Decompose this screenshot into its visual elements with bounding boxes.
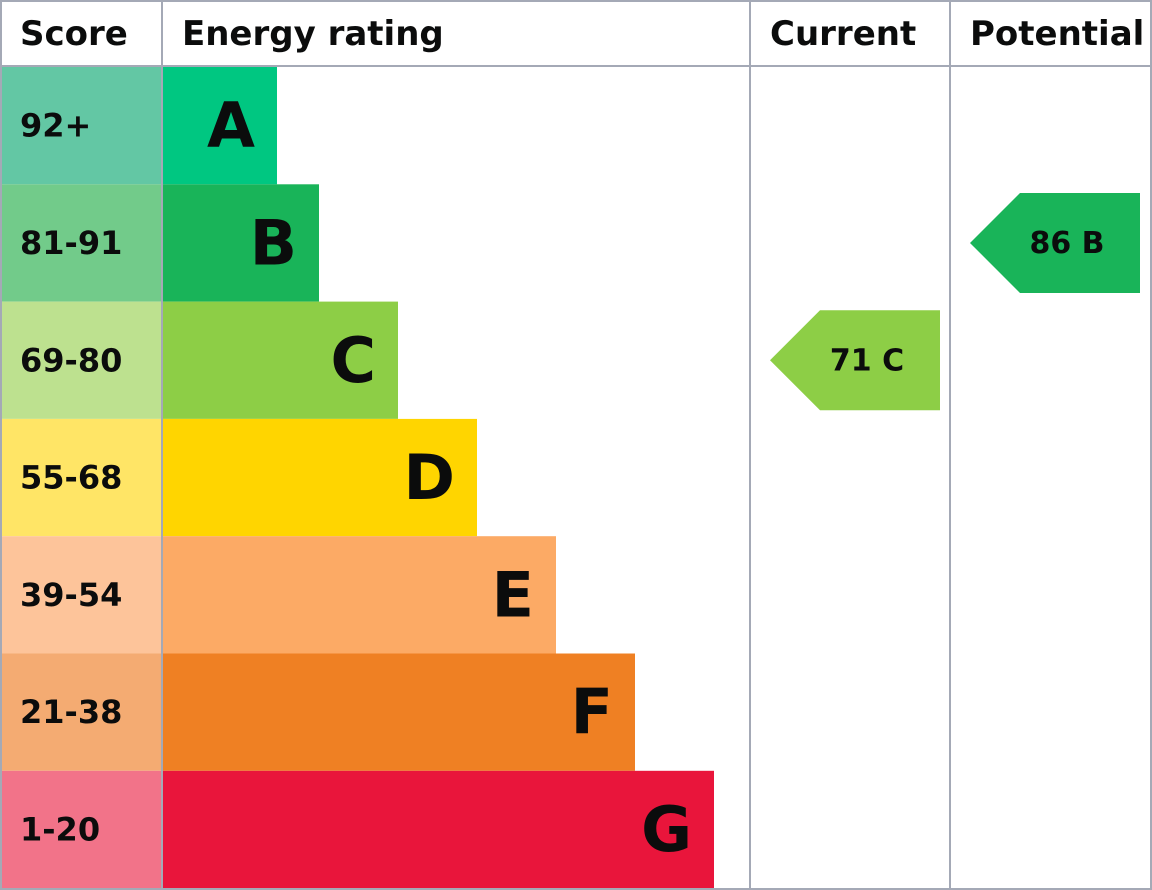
rating-bar (162, 301, 398, 419)
score-label: 55-68 (20, 459, 122, 497)
score-cell (1, 536, 162, 654)
arrow-value: 86 (1029, 225, 1071, 260)
arrow-label: 71 C (830, 343, 904, 378)
arrow-shape (770, 310, 940, 411)
score-cell (1, 418, 162, 537)
score-label: 81-91 (20, 224, 122, 262)
arrow-label: 86 B (1029, 225, 1104, 260)
rating-letter: E (492, 558, 534, 631)
arrow-letter: C (882, 343, 904, 378)
rating-letter: G (641, 793, 692, 866)
header-score: Score (20, 14, 128, 54)
rating-letter: F (571, 676, 613, 749)
score-cell (1, 184, 162, 302)
rating-bar (162, 184, 319, 302)
rating-bar (162, 653, 635, 771)
score-cell (1, 770, 162, 889)
rating-bar (162, 418, 477, 537)
score-cell (1, 653, 162, 771)
score-cell (1, 301, 162, 419)
rating-letter: A (207, 89, 255, 162)
potential-arrow: 86 B (970, 192, 1140, 293)
rating-letter: C (330, 324, 376, 397)
score-label: 92+ (20, 107, 91, 145)
score-label: 69-80 (20, 341, 122, 379)
current-arrow: 71 C (770, 310, 940, 411)
rating-letter: B (250, 206, 297, 279)
header-rating: Energy rating (182, 14, 444, 54)
score-label: 1-20 (20, 810, 100, 848)
score-cell (1, 67, 162, 185)
score-label: 39-54 (20, 576, 122, 614)
arrow-shape (970, 192, 1140, 293)
arrow-value: 71 (830, 343, 872, 378)
score-label: 21-38 (20, 693, 122, 731)
rating-bar (162, 536, 556, 654)
header-potential: Potential (970, 14, 1144, 54)
rating-bar (162, 770, 714, 889)
arrow-letter: B (1082, 225, 1105, 260)
rating-bar (162, 67, 277, 185)
header-current: Current (770, 14, 916, 54)
rating-letter: D (404, 441, 455, 514)
